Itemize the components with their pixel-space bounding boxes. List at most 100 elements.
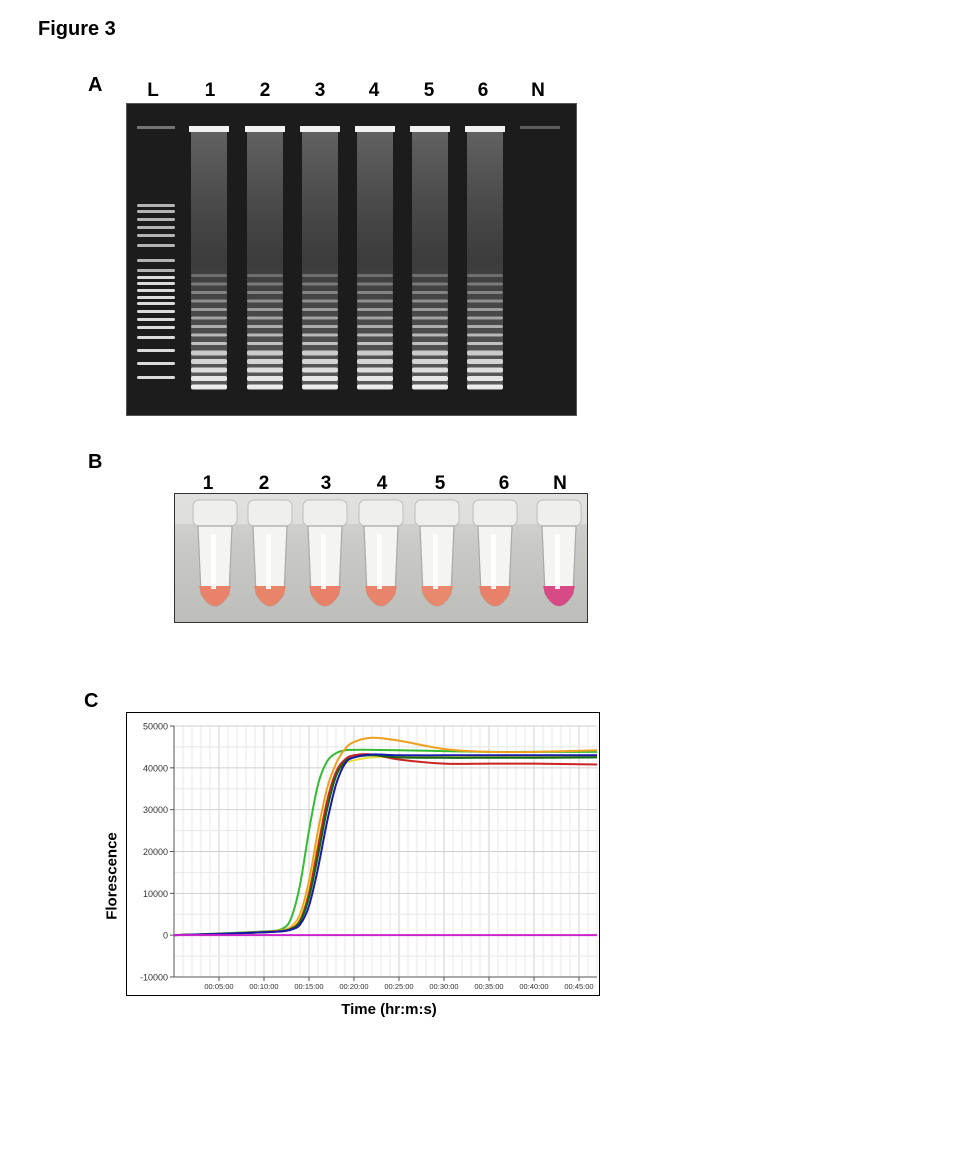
x-tick-label: 00:05:00 (204, 982, 233, 991)
ladder-band-product (412, 316, 448, 320)
ladder-band-product (191, 325, 227, 328)
dna-smear (191, 132, 227, 387)
tube-highlight (433, 534, 438, 589)
ladder-band-product (357, 367, 393, 373)
ladder-band-product (191, 316, 227, 320)
plot-svg: 50000 40000 30000 20000 10000 0 -10000 00:05:00… (140, 722, 598, 991)
tube-highlight (491, 534, 496, 589)
ladder-band-product (467, 299, 503, 303)
ladder-band-product (247, 291, 283, 294)
ladder-band-product (467, 384, 503, 390)
x-tick-label: 00:20:00 (339, 982, 368, 991)
tubes-svg (175, 494, 587, 607)
ladder-band (137, 296, 175, 299)
ladder-band-product (191, 291, 227, 294)
ladder-band-product (357, 274, 393, 277)
ladder-band-product (357, 299, 393, 303)
ladder-band-product (247, 367, 283, 373)
tube-highlight (377, 534, 382, 589)
ladder-band (137, 276, 175, 279)
ladder-band-product (247, 274, 283, 277)
ladder-band-product (412, 384, 448, 390)
tube-cap (247, 499, 293, 527)
ladder-band-product (302, 316, 338, 320)
dna-smear (412, 132, 448, 387)
ladder-band-product (247, 308, 283, 311)
tube-liquid (543, 586, 575, 606)
ladder-band-product (467, 316, 503, 320)
ladder-band-product (357, 342, 393, 345)
ladder-band-product (467, 367, 503, 373)
tube-label-1: 1 (202, 473, 214, 494)
ladder-band (137, 336, 175, 339)
tube-cap (192, 499, 238, 527)
ladder-band-product (302, 359, 338, 364)
ladder-band-product (191, 299, 227, 303)
ladder-band (137, 210, 175, 213)
lane-label-3: 3 (314, 80, 326, 101)
tube-highlight (321, 534, 326, 589)
ladder-band-product (467, 274, 503, 277)
ladder-band (137, 302, 175, 305)
well (245, 126, 285, 132)
gel-lanes (137, 126, 560, 390)
x-tick-label: 00:30:00 (429, 982, 458, 991)
ladder-band-product (191, 384, 227, 390)
tube-liquid (479, 586, 511, 606)
ladder-band-product (302, 282, 338, 286)
ladder-band-product (357, 291, 393, 294)
dna-smear (302, 132, 338, 387)
ladder-band-product (247, 350, 283, 356)
ladder-band-product (412, 333, 448, 337)
ladder-band (137, 326, 175, 329)
ladder-band-product (302, 274, 338, 277)
dna-smear (357, 132, 393, 387)
ladder-band (137, 218, 175, 221)
tube-cap (414, 499, 460, 527)
ladder-band (137, 226, 175, 229)
ladder-band-product (191, 274, 227, 277)
y-axis-title: Florescence (103, 832, 121, 920)
lane-label-ladder: L (147, 80, 159, 101)
ladder-band (137, 259, 175, 262)
ladder-band-product (357, 325, 393, 328)
ladder-band-product (302, 325, 338, 328)
fluorescence-plot: 50000 40000 30000 20000 10000 0 -10000 00:05:00… (126, 712, 600, 996)
ladder-band-product (467, 282, 503, 286)
tube-liquid (254, 586, 286, 606)
y-tick-label: 30000 (143, 805, 168, 815)
ladder-band-product (191, 308, 227, 311)
lane-label-5: 5 (423, 80, 435, 101)
ladder-band-product (412, 291, 448, 294)
tube-cap (302, 499, 348, 527)
tube-highlight (211, 534, 216, 589)
tubes-photo (174, 493, 588, 623)
panel-c-letter: C (84, 690, 99, 712)
ladder-band-product (467, 308, 503, 311)
ladder-band-product (412, 282, 448, 286)
dna-smear (467, 132, 503, 387)
tube-liquid (421, 586, 453, 606)
ladder-band-product (191, 282, 227, 286)
ladder-band-product (357, 376, 393, 381)
ladder-band-product (302, 384, 338, 390)
ladder-band-product (467, 359, 503, 364)
lane-label-4: 4 (368, 80, 380, 101)
tube-cap (358, 499, 404, 527)
ladder-band-product (302, 342, 338, 345)
well (465, 126, 505, 132)
x-tick-label: 00:45:00 (564, 982, 593, 991)
lane-label-1: 1 (204, 80, 216, 101)
tube-label-5: 5 (434, 473, 446, 494)
ladder-band-product (302, 308, 338, 311)
ladder-band-product (302, 333, 338, 337)
well (137, 126, 175, 129)
ladder-band-product (247, 316, 283, 320)
ladder-band (137, 310, 175, 313)
ladder-band-product (191, 376, 227, 381)
ladder-band-product (412, 325, 448, 328)
ladder-band-product (412, 342, 448, 345)
well (410, 126, 450, 132)
ladder-band-product (412, 350, 448, 356)
ladder-band-product (302, 367, 338, 373)
